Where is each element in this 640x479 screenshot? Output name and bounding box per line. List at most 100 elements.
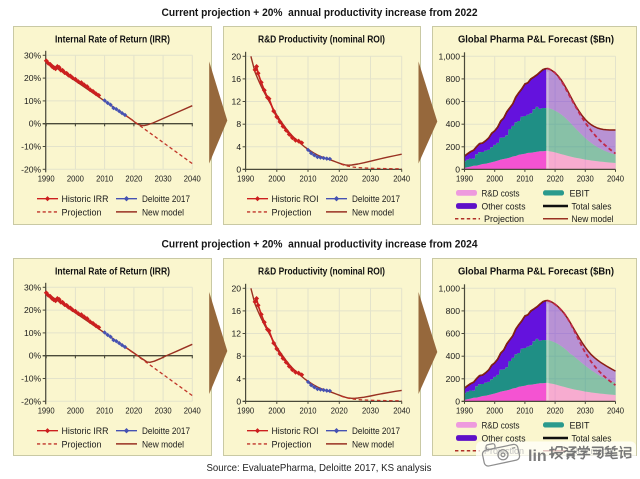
svg-text:Current projection + 20% annu: Current projection + 20% annual producti… (162, 7, 478, 19)
svg-text:8: 8 (236, 351, 241, 361)
svg-text:2030: 2030 (577, 174, 594, 184)
svg-text:2000: 2000 (268, 174, 285, 184)
svg-text:EBIT: EBIT (570, 188, 590, 198)
svg-text:2040: 2040 (607, 174, 624, 184)
svg-text:2010: 2010 (300, 174, 317, 184)
svg-text:Projection: Projection (62, 439, 102, 449)
svg-text:-20%: -20% (21, 396, 41, 406)
svg-text:16: 16 (232, 74, 242, 84)
svg-text:Other costs: Other costs (482, 434, 526, 444)
svg-text:-10%: -10% (21, 374, 41, 384)
svg-text:0: 0 (236, 396, 241, 406)
svg-text:800: 800 (446, 306, 461, 316)
svg-text:Projection: Projection (272, 439, 312, 449)
svg-text:lin: lin (528, 448, 547, 465)
svg-text:2020: 2020 (331, 174, 348, 184)
svg-text:Historic IRR: Historic IRR (62, 194, 109, 204)
svg-text:2020: 2020 (331, 406, 348, 416)
svg-text:2010: 2010 (96, 406, 113, 416)
svg-text:New model: New model (142, 439, 184, 449)
svg-text:2000: 2000 (268, 406, 285, 416)
svg-text:400: 400 (446, 119, 461, 129)
svg-text:Projection: Projection (484, 214, 524, 224)
svg-text:2040: 2040 (184, 406, 201, 416)
svg-text:Current projection + 20% annu: Current projection + 20% annual producti… (162, 238, 479, 250)
svg-text:16: 16 (232, 306, 242, 316)
svg-text:0%: 0% (29, 351, 42, 361)
svg-text:1990: 1990 (456, 174, 473, 184)
svg-text:Deloitte 2017: Deloitte 2017 (352, 194, 400, 204)
svg-text:Historic ROI: Historic ROI (272, 426, 319, 436)
svg-text:2000: 2000 (486, 406, 503, 416)
svg-text:2030: 2030 (155, 406, 172, 416)
svg-text:Deloitte 2017: Deloitte 2017 (142, 426, 190, 436)
svg-text:2030: 2030 (577, 406, 594, 416)
svg-text:New model: New model (352, 439, 394, 449)
svg-text:Internal Rate of Return (IRR): Internal Rate of Return (IRR) (55, 266, 170, 277)
svg-text:Other costs: Other costs (482, 202, 526, 212)
svg-text:2030: 2030 (362, 174, 379, 184)
svg-text:0: 0 (455, 164, 460, 174)
svg-text:Deloitte 2017: Deloitte 2017 (352, 426, 400, 436)
svg-text:2010: 2010 (300, 406, 317, 416)
svg-text:4: 4 (236, 374, 241, 384)
svg-text:2040: 2040 (184, 174, 201, 184)
svg-text:800: 800 (446, 74, 461, 84)
svg-text:2010: 2010 (96, 174, 113, 184)
svg-text:Projection: Projection (272, 207, 312, 217)
svg-text:1990: 1990 (38, 174, 55, 184)
svg-text:Historic IRR: Historic IRR (62, 426, 109, 436)
svg-text:EBIT: EBIT (570, 420, 590, 430)
svg-text:10%: 10% (24, 328, 42, 338)
svg-text:0: 0 (455, 396, 460, 406)
svg-text:R&D Productivity (nominal ROI): R&D Productivity (nominal ROI) (258, 34, 385, 45)
svg-text:0%: 0% (29, 119, 42, 129)
svg-text:2020: 2020 (547, 174, 564, 184)
svg-text:R&D Productivity (nominal ROI): R&D Productivity (nominal ROI) (258, 266, 385, 277)
svg-text:Total sales: Total sales (572, 202, 612, 212)
svg-text:-20%: -20% (21, 164, 41, 174)
svg-text:Source: EvaluatePharma, Deloit: Source: EvaluatePharma, Deloitte 2017, K… (207, 463, 432, 474)
svg-text:30%: 30% (24, 282, 42, 292)
svg-text:2000: 2000 (67, 174, 84, 184)
svg-text:600: 600 (446, 329, 461, 339)
svg-text:20%: 20% (24, 305, 42, 315)
svg-text:Projection: Projection (62, 207, 102, 217)
svg-text:-10%: -10% (21, 142, 41, 152)
svg-text:New model: New model (572, 214, 614, 224)
svg-text:20%: 20% (24, 73, 42, 83)
svg-text:2000: 2000 (67, 406, 84, 416)
svg-text:Deloitte 2017: Deloitte 2017 (142, 194, 190, 204)
svg-text:1,000: 1,000 (438, 283, 460, 293)
svg-text:2000: 2000 (486, 174, 503, 184)
svg-text:200: 200 (446, 142, 461, 152)
svg-text:Global Pharma P&L Forecast ($B: Global Pharma P&L Forecast ($Bn) (458, 34, 614, 45)
svg-text:New model: New model (352, 207, 394, 217)
svg-text:Historic ROI: Historic ROI (272, 194, 319, 204)
svg-text:20: 20 (232, 51, 242, 61)
svg-text:30%: 30% (24, 50, 42, 60)
svg-text:R&D costs: R&D costs (482, 188, 520, 198)
svg-text:Total sales: Total sales (572, 434, 612, 444)
svg-text:1990: 1990 (237, 406, 254, 416)
svg-text:2010: 2010 (516, 174, 533, 184)
svg-text:200: 200 (446, 374, 461, 384)
svg-text:Internal Rate of Return (IRR): Internal Rate of Return (IRR) (55, 34, 170, 45)
svg-text:600: 600 (446, 97, 461, 107)
svg-text:12: 12 (232, 329, 242, 339)
svg-text:1990: 1990 (237, 174, 254, 184)
svg-text:2040: 2040 (607, 406, 624, 416)
svg-text:400: 400 (446, 351, 461, 361)
svg-text:20: 20 (232, 283, 242, 293)
svg-text:2020: 2020 (547, 406, 564, 416)
svg-text:2020: 2020 (125, 174, 142, 184)
svg-text:New model: New model (142, 207, 184, 217)
svg-text:Global Pharma P&L Forecast ($B: Global Pharma P&L Forecast ($Bn) (458, 266, 614, 277)
svg-text:10%: 10% (24, 96, 42, 106)
svg-text:2010: 2010 (516, 406, 533, 416)
svg-text:0: 0 (236, 164, 241, 174)
svg-text:2030: 2030 (155, 174, 172, 184)
svg-text:2030: 2030 (362, 406, 379, 416)
svg-text:1990: 1990 (456, 406, 473, 416)
svg-text:12: 12 (232, 97, 242, 107)
